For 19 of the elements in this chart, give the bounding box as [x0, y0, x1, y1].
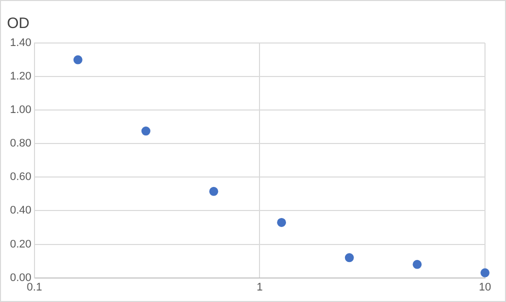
y-tick-label: 1.00 — [10, 104, 32, 116]
chart-title: OD — [7, 15, 30, 32]
y-tick-label: 0.00 — [10, 272, 32, 284]
y-tick-label: 1.20 — [10, 70, 32, 83]
x-tick-label: 1 — [256, 281, 263, 294]
y-tick-label: 1.40 — [10, 37, 32, 50]
y-tick-label: 0.60 — [10, 171, 32, 184]
x-tick-label: 10 — [478, 281, 492, 294]
point — [209, 186, 218, 196]
point — [73, 55, 82, 64]
point — [480, 268, 490, 278]
point — [141, 126, 150, 136]
point — [344, 253, 354, 262]
x-tick-label: 0.1 — [26, 281, 42, 294]
point — [277, 218, 286, 227]
y-tick-label: 0.20 — [10, 238, 32, 250]
y-tick-label: 0.80 — [10, 138, 32, 150]
point — [412, 260, 422, 269]
y-tick-label: 0.40 — [10, 204, 32, 217]
